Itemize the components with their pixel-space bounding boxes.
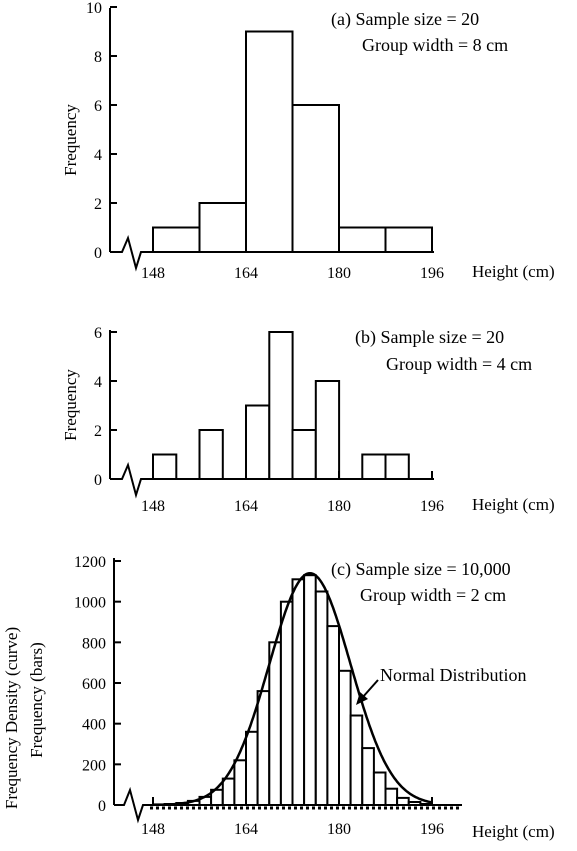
panel-b-bar-6: [361, 453, 387, 480]
panel-c-bar-7: [233, 759, 247, 806]
panel-b-bar-0: [152, 453, 178, 480]
curve-arrow-head: [356, 692, 368, 705]
panel-c-axis-break: [114, 786, 150, 824]
panel-b-axis-break: [110, 461, 150, 499]
panel-b-bar-7: [384, 453, 410, 480]
panel-c-ticks: 148 164 180 196 0 200 400 600 800 1000 1200: [74, 554, 444, 838]
panel-b: 148 164 180 196 0 2 4 6 Frequency Height (cm) (…: [61, 325, 555, 515]
panel-a: 148 164 180 196 0 2 4 6 8 10 Frequency Height (cm…: [61, 0, 555, 282]
panel-a-bar-3: [291, 104, 340, 253]
panel-c-bar-16: [338, 669, 352, 806]
panel-c-annotation-line2: Group width = 2 cm: [360, 585, 506, 605]
panel-b-y-tick-label-2: 4: [94, 374, 102, 391]
panel-c-y-tick-label-4: 800: [82, 635, 106, 652]
panel-a-xlabel: Height (cm): [472, 262, 555, 281]
panel-b-y-tick-label-1: 2: [94, 423, 102, 440]
panel-c-y-tick-label-1: 200: [82, 757, 106, 774]
panel-a-x-tick-label-1: 164: [234, 265, 258, 282]
panel-c-bar-6: [221, 777, 236, 806]
panel-a-bar-2: [245, 30, 294, 253]
panel-b-x-tick-label-1: 164: [234, 498, 258, 515]
panel-a-axis-break: [110, 234, 150, 272]
panel-a-bar-5: [384, 226, 433, 253]
panel-c-bar-11: [279, 600, 294, 807]
panel-b-bar-5: [314, 380, 341, 480]
panel-a-x-tick-label-3: 196: [420, 265, 444, 282]
panel-c-ylabel-line1: Frequency Density (curve): [2, 627, 21, 809]
panel-c-bar-12: [291, 578, 306, 806]
panel-b-bars: [152, 331, 410, 480]
panel-c-bar-21: [396, 796, 410, 807]
panel-a-annotation-line2: Group width = 8 cm: [362, 35, 508, 55]
panel-b-bar-3: [268, 331, 294, 480]
panel-b-bar-1: [198, 429, 224, 480]
panel-a-y-tick-label-0: 0: [94, 245, 102, 262]
panel-c-bar-13: [303, 574, 317, 807]
panel-b-ticks: 148 164 180 196 0 2 4 6: [94, 325, 444, 515]
panel-b-y-tick-label-0: 0: [94, 472, 102, 489]
panel-b-ylabel: Frequency: [61, 369, 80, 441]
panel-c-y-tick-label-3: 600: [82, 676, 106, 693]
panel-b-y-tick-label-3: 6: [94, 325, 102, 342]
panel-a-ylabel: Frequency: [61, 104, 80, 176]
panel-b-x-tick-label-2: 180: [327, 498, 351, 515]
panel-c-y-tick-label-0: 0: [98, 798, 106, 815]
panel-c-x-tick-label-3: 196: [420, 821, 444, 838]
panel-c-x-tick-label-1: 164: [234, 821, 258, 838]
panel-a-bar-0: [152, 226, 201, 253]
panel-a-bar-1: [198, 202, 247, 253]
curve-arrow-shaft: [361, 679, 379, 699]
panel-c-x-tick-label-2: 180: [327, 821, 351, 838]
panel-c-annotation-line1: (c) Sample size = 10,000: [331, 559, 511, 580]
panel-c-x-tick-label-0: 148: [141, 821, 165, 838]
panel-b-x-tick-label-3: 196: [420, 498, 444, 515]
panel-a-y-tick-label-5: 10: [86, 0, 102, 17]
panel-c-bar-10: [268, 641, 282, 806]
normal-curve: [152, 571, 433, 807]
panel-a-x-tick-label-2: 180: [327, 265, 351, 282]
panel-a-bars: [152, 30, 433, 253]
panel-c-bar-18: [361, 747, 375, 806]
panel-c-ylabel-line2: Frequency (bars): [27, 642, 46, 758]
panel-b-x-tick-label-0: 148: [141, 498, 165, 515]
panel-c-bar-8: [245, 730, 259, 806]
panel-c-bar-9: [256, 690, 271, 806]
panel-b-annotation-line2: Group width = 4 cm: [386, 354, 532, 374]
panel-a-y-tick-label-1: 2: [94, 196, 102, 213]
panel-c-bar-19: [372, 771, 387, 806]
panel-c-y-tick-label-5: 1000: [74, 595, 106, 612]
panel-a-annotation-line1: (a) Sample size = 20: [331, 9, 479, 30]
panel-a-y-tick-label-2: 4: [94, 147, 102, 164]
panel-a-y-tick-label-3: 6: [94, 98, 102, 115]
panel-c-xlabel: Height (cm): [472, 822, 555, 841]
panel-c-bar-20: [384, 787, 399, 807]
panel-a-ticks: 148 164 180 196 0 2 4 6 8 10: [86, 0, 444, 282]
panel-c-bar-17: [349, 714, 364, 806]
panel-c-y-tick-label-2: 400: [82, 717, 106, 734]
curve-label: Normal Distribution: [380, 665, 527, 685]
panel-a-x-tick-label-0: 148: [141, 265, 165, 282]
panel-c-bar-14: [314, 590, 329, 806]
panel-c: 148 164 180 196 0 200 400 600 800 1000 1200 Freque…: [2, 554, 555, 841]
panel-b-xlabel: Height (cm): [472, 495, 555, 514]
panel-b-bar-4: [291, 429, 317, 480]
panel-c-y-tick-label-6: 1200: [74, 554, 106, 571]
panel-a-bar-4: [338, 226, 387, 253]
panel-a-y-tick-label-4: 8: [94, 49, 102, 66]
panel-c-bar-15: [326, 625, 340, 806]
panel-b-annotation-line1: (b) Sample size = 20: [355, 327, 504, 348]
panel-b-bar-2: [245, 404, 271, 480]
